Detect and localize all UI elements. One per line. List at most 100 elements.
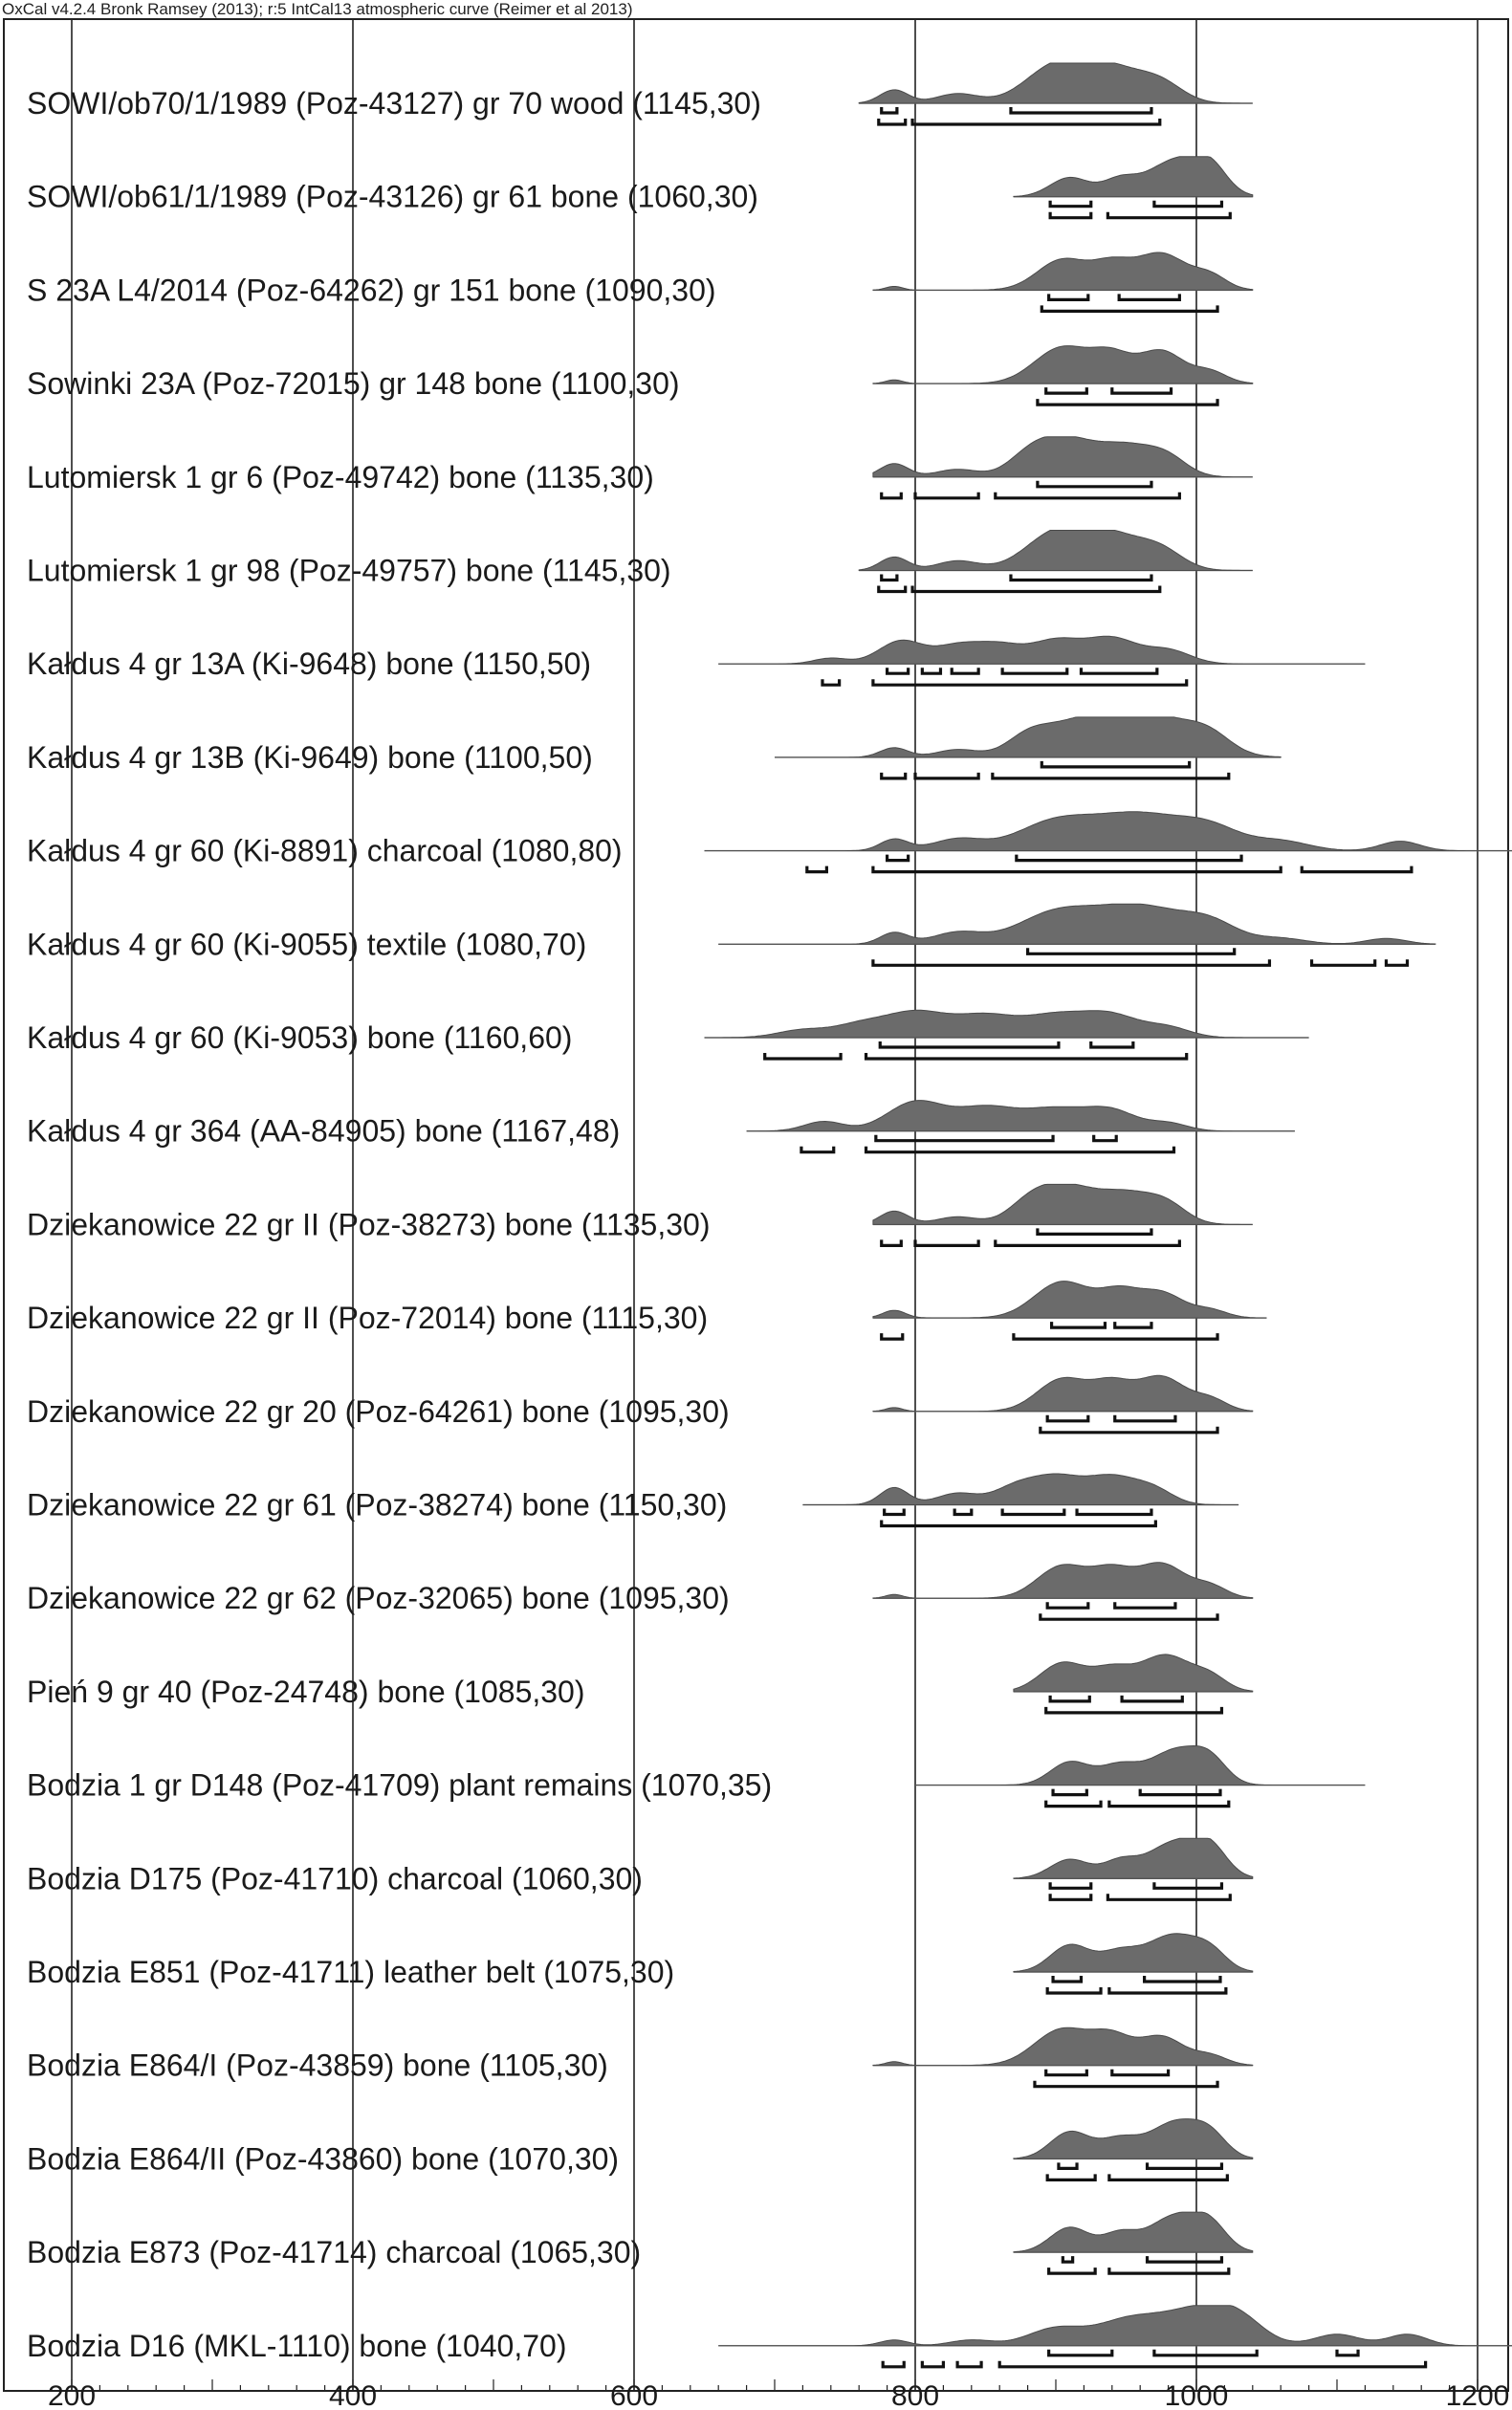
probability-distribution [858,62,1253,104]
range-2sigma [1039,1426,1219,1435]
range-2sigma [1040,305,1219,313]
range-2sigma [994,1239,1181,1247]
plot-frame [3,18,1509,2392]
range-2sigma [913,492,980,500]
probability-distribution [872,345,1254,384]
probability-distribution [718,2305,1512,2347]
range-2sigma [1106,1894,1232,1901]
range-1sigma [953,1508,974,1517]
range-1sigma [1015,854,1243,863]
sample-label: Bodzia E864/I (Poz-43859) bone (1105,30) [27,2048,608,2083]
probability-distribution [704,1009,1309,1039]
sample-label: Kałdus 4 gr 13B (Ki-9649) bone (1100,50) [27,740,593,775]
sample-label: Kałdus 4 gr 60 (Ki-9055) textile (1080,7… [27,927,586,961]
range-1sigma [886,854,910,863]
range-2sigma [1012,1333,1219,1341]
probability-distribution [872,1183,1253,1225]
sample-label: Kałdus 4 gr 364 (AA-84905) bone (1167,48… [27,1114,620,1149]
sample-label: Kałdus 4 gr 60 (Ki-8891) charcoal (1080,… [27,834,623,868]
probability-distribution [872,1562,1254,1599]
range-2sigma [991,772,1231,780]
probability-distribution [915,1744,1366,1786]
range-1sigma [1049,1322,1107,1329]
sample-label: Bodzia E851 (Poz-41711) leather belt (10… [27,1955,674,1989]
range-2sigma [1036,399,1219,406]
range-2sigma [1106,211,1232,220]
range-2sigma [1045,2174,1097,2181]
range-1sigma [1113,1414,1177,1423]
range-2sigma [1107,1987,1228,1995]
range-2sigma [1048,1894,1093,1901]
probability-distribution [872,436,1253,478]
range-1sigma [1110,387,1173,395]
sample-labels: SOWI/ob70/1/1989 (Poz-43127) gr 70 wood … [27,86,772,2363]
range-1sigma [1335,2349,1360,2357]
range-1sigma [1092,1134,1118,1143]
probability-distribution [872,1374,1254,1413]
range-2sigma [864,1053,1189,1061]
range-2sigma [910,585,1162,594]
range-2sigma [913,772,980,780]
sample-label: Dziekanowice 22 gr II (Poz-38273) bone (… [27,1207,710,1241]
range-2sigma [910,119,1162,126]
sample-label: Bodzia E864/II (Poz-43860) bone (1070,30… [27,2141,619,2176]
range-2sigma [763,1053,843,1061]
range-1sigma [1048,200,1093,208]
range-2sigma [955,2360,983,2369]
range-1sigma [1057,2162,1079,2170]
probability-distribution [1013,2118,1254,2159]
range-1sigma [1036,1228,1153,1236]
range-2sigma [805,865,828,874]
range-1sigma [1110,2069,1171,2077]
sample-label: Bodzia D16 (MKL-1110) bone (1040,70) [27,2329,566,2363]
range-1sigma [1152,200,1224,208]
sample-label: Dziekanowice 22 gr 20 (Poz-64261) bone (… [27,1394,730,1429]
probability-distribution [1013,156,1254,198]
range-1sigma [1120,1695,1184,1703]
sample-label: Dziekanowice 22 gr II (Poz-72014) bone (… [27,1301,708,1335]
range-2sigma [821,679,842,687]
range-2sigma [880,772,908,780]
range-1sigma [1036,480,1153,489]
range-2sigma [994,492,1181,500]
range-1sigma [1075,1508,1153,1517]
range-1sigma [1079,668,1159,675]
range-1sigma [886,668,910,675]
range-2sigma [880,1333,905,1341]
range-1sigma [1044,2069,1088,2077]
probability-distribution [858,530,1253,571]
range-2sigma [920,2360,945,2369]
range-1sigma [1051,1788,1088,1797]
range-1sigma [1145,2162,1224,2170]
range-1sigma [1143,1976,1222,1983]
range-1sigma [1045,1414,1090,1423]
range-1sigma [1000,1508,1066,1517]
probability-distribution [872,1281,1267,1319]
range-2sigma [1309,959,1377,967]
sample-label: Sowinki 23A (Poz-72015) gr 148 bone (110… [27,366,680,401]
sample-label: Pień 9 gr 40 (Poz-24748) bone (1085,30) [27,1675,585,1709]
range-1sigma [1152,2349,1259,2357]
range-1sigma [1048,1882,1093,1890]
probability-distribution [1013,2211,1254,2253]
range-2sigma [1300,865,1413,874]
grid-lines [71,19,1479,2391]
probability-distribution [1013,1837,1254,1879]
range-1sigma [1061,2256,1075,2264]
range-1sigma [1117,294,1181,301]
range-2sigma [1033,2080,1219,2089]
range-1sigma [1138,1788,1222,1797]
range-1sigma [1047,2349,1114,2357]
range-2sigma [1107,2268,1231,2275]
range-1sigma [883,1508,906,1517]
range-1sigma [1113,1602,1177,1610]
range-2sigma [1107,2174,1229,2181]
sample-label: Kałdus 4 gr 13A (Ki-9648) bone (1150,50) [27,646,591,681]
range-1sigma [1009,107,1153,115]
sample-label: SOWI/ob61/1/1989 (Poz-43126) gr 61 bone … [27,180,758,214]
range-1sigma [1152,1882,1224,1890]
x-axis: 200 400 600 800 1000 1200 [48,2379,1509,2410]
range-2sigma [871,679,1189,687]
probability-distribution [718,635,1366,665]
range-2sigma [880,492,903,500]
